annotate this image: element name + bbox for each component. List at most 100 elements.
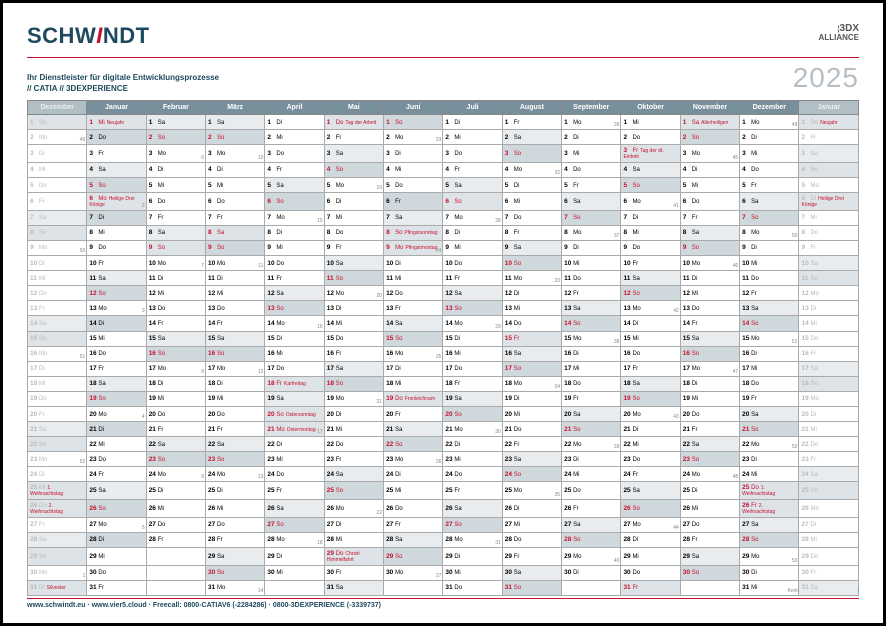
day-cell: 23Mo52 [28,452,87,467]
day-cell: 2Mi [443,130,502,145]
day-cell: 22Mi [87,437,146,452]
day-cell: 1Mo49 [740,115,799,130]
day-cell: 27Sa [562,517,621,532]
day-cell: 5Mi [206,177,265,192]
day-cell: 23Mo26 [384,452,443,467]
day-cell: 25Sa [621,482,680,500]
day-cell [680,580,739,595]
day-cell: 21Fr [680,422,739,437]
day-cell: 4Di [146,162,205,177]
day-cell: 13Di [799,301,859,316]
day-cell: 28Mi [799,532,859,547]
day-cell: 30Fr [799,565,859,580]
day-cell: 24Mi [562,467,621,482]
day-cell: 11Mo33 [502,271,561,286]
day-cell: 6So [265,193,324,211]
day-cell: 25So [324,482,383,500]
day-cell: 18So [324,376,383,391]
day-cell: 21Mi [799,422,859,437]
day-cell: 20Do [680,406,739,421]
day-cell: 5Fr [740,177,799,192]
day-cell: 14Mo29 [443,316,502,331]
day-cell: 3Do [443,145,502,163]
day-cell: 14Di [87,316,146,331]
day-cell: 19Di [502,391,561,406]
day-cell: 24Sa [324,467,383,482]
day-cell: 8Mo37 [562,225,621,240]
day-cell: 23Mi [443,452,502,467]
day-cell: 23Sa [502,452,561,467]
day-cell: 1So [28,115,87,130]
day-cell: 23So [146,452,205,467]
day-cell: 12Mi [146,286,205,301]
day-cell: 12Di [502,286,561,301]
day-cell: 8Di [265,225,324,240]
day-cell: 26Mi [146,500,205,518]
day-cell: 1Mi [621,115,680,130]
day-cell: 7Mo28 [443,210,502,225]
day-cell: 18Mi [384,376,443,391]
day-cell: 15So [28,331,87,346]
day-cell: 17Sa [324,361,383,376]
day-cell: 22Di [265,437,324,452]
day-cell: 25Mi [384,482,443,500]
day-cell: 16Fr [324,346,383,361]
day-cell: 27Sa [740,517,799,532]
day-cell: 24Di [28,467,87,482]
day-cell: 11Mi [384,271,443,286]
day-cell: 1Di [443,115,502,130]
day-cell: 17Fr [87,361,146,376]
day-cell: 25Di [146,482,205,500]
day-cell: 21Mi [324,422,383,437]
day-cell: 20Do [206,406,265,421]
day-cell: 26Sa [443,500,502,518]
day-cell: 17Mi [740,361,799,376]
day-cell: 4Di [680,162,739,177]
day-cell: 8Sa [680,225,739,240]
day-cell: 7Mi [324,210,383,225]
day-cell: 10So [502,256,561,271]
day-cell: 27So [443,517,502,532]
day-cell: 20Fr [384,406,443,421]
day-cell [384,580,443,595]
day-cell: 9So [206,240,265,255]
day-cell: 23Fr [799,452,859,467]
day-cell: 11So [324,271,383,286]
day-row: 24Di24Fr24Mo924Mo1324Do24Sa24Di24Do24So2… [28,467,859,482]
day-cell: 30Sa [502,565,561,580]
day-cell: 1SaAllerheiligen [680,115,739,130]
day-cell: 15Mo51 [740,331,799,346]
day-cell: 1Mo36 [562,115,621,130]
day-cell: 29Sa [206,548,265,566]
day-cell: 12So [621,286,680,301]
day-cell: 5So [621,177,680,192]
day-cell: 17Di [384,361,443,376]
day-cell: 25Di [680,482,739,500]
day-cell: 5Mi [146,177,205,192]
day-cell: 20Mi [502,406,561,421]
day-cell: 6Mo41 [621,193,680,211]
day-cell: 21So [562,422,621,437]
day-cell: 8Do [799,225,859,240]
day-cell: 12So [87,286,146,301]
day-cell: 16Sa [502,346,561,361]
day-cell: 30Mo1 [28,565,87,580]
day-cell: 24Di [384,467,443,482]
day-cell: 10Di [384,256,443,271]
day-cell: 5Fr [562,177,621,192]
day-cell: 11Fr [443,271,502,286]
day-cell: 4Do [562,162,621,177]
day-cell: 16So [206,346,265,361]
day-cell: 3Fr [87,145,146,163]
day-cell: 6Do [206,193,265,211]
day-cell: 11Di [146,271,205,286]
day-cell: 4Sa [87,162,146,177]
day-cell: 17Do [443,361,502,376]
day-cell: 8Mi [621,225,680,240]
day-row: 3Di3Fr3Mo63Mo103Do3Sa3Di3Do3So3Mi3FrTag … [28,145,859,163]
day-row: 21Sa21Di21Fr21Fr21MoOstermontag1721Mi21S… [28,422,859,437]
day-cell: 19So [87,391,146,406]
day-cell: 2So [146,130,205,145]
day-cell: 26Fr [562,500,621,518]
day-cell: 25Fr [443,482,502,500]
